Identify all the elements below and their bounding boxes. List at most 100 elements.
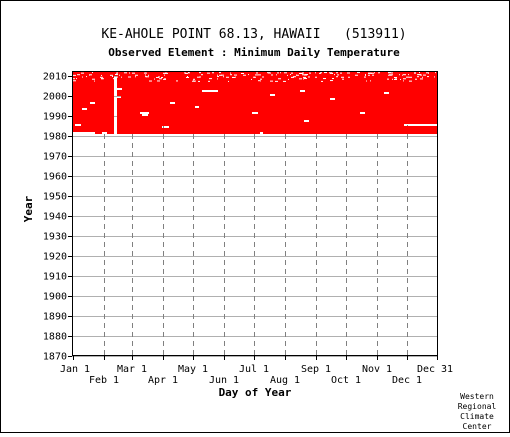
- data-band-1999-0: [73, 96, 114, 98]
- data-band-2004-1: [117, 86, 438, 88]
- missing-day-2008-4: [193, 78, 195, 80]
- missing-day-2011-44: [302, 72, 304, 74]
- data-band-1989-0: [73, 116, 114, 118]
- missing-day-2010-18: [290, 74, 291, 76]
- missing-day-2010-32: [145, 74, 146, 76]
- missing-day-2009-39: [427, 76, 429, 78]
- missing-day-2011-17: [165, 72, 167, 74]
- missing-day-2010-16: [420, 74, 422, 76]
- missing-day-2008-5: [392, 78, 393, 80]
- data-band-1988-0: [73, 118, 114, 120]
- missing-day-2009-15: [291, 76, 294, 78]
- missing-day-2011-51: [184, 72, 186, 74]
- missing-day-2010-46: [73, 74, 76, 76]
- chart-subtitle: Observed Element : Minimum Daily Tempera…: [108, 46, 400, 59]
- missing-day-2011-42: [330, 72, 333, 74]
- missing-day-2008-22: [92, 78, 95, 80]
- missing-day-2010-21: [302, 74, 305, 76]
- data-band-2005-0: [73, 84, 114, 86]
- missing-day-2011-7: [132, 72, 135, 74]
- missing-day-2009-19: [121, 76, 122, 78]
- y-tick-label-2010: 2010: [43, 72, 67, 83]
- missing-day-2008-28: [163, 78, 166, 80]
- missing-day-2008-3: [164, 78, 166, 80]
- data-band-1981-1: [107, 132, 114, 134]
- x-tick-label-dec-31: Dec 31: [417, 364, 453, 375]
- missing-day-2010-3: [234, 74, 237, 76]
- y-tick-label-1900: 1900: [43, 292, 67, 303]
- missing-day-2008-26: [394, 78, 397, 80]
- missing-day-2009-35: [253, 76, 255, 78]
- missing-day-2008-16: [209, 78, 212, 80]
- missing-day-2010-13: [115, 74, 117, 76]
- data-band-1995-1: [117, 104, 438, 106]
- missing-day-2009-33: [364, 76, 366, 78]
- y-tick-label-1940: 1940: [43, 212, 67, 223]
- missing-day-2011-25: [209, 72, 210, 74]
- missing-day-2008-14: [342, 78, 344, 80]
- missing-day-2009-7: [262, 76, 264, 78]
- missing-day-2007-5: [330, 80, 333, 82]
- data-band-2005-1: [117, 84, 438, 86]
- missing-day-2011-56: [241, 72, 244, 74]
- data-band-2000-1: [117, 94, 270, 96]
- missing-day-2008-20: [278, 78, 281, 80]
- credit-line-4: Center: [463, 422, 492, 431]
- missing-day-2007-0: [73, 80, 76, 82]
- data-band-1991-1: [117, 112, 140, 114]
- missing-day-2011-61: [124, 72, 127, 74]
- data-band-1993-2: [117, 108, 438, 110]
- data-band-1998-1: [117, 98, 330, 100]
- missing-day-2010-25: [255, 74, 258, 76]
- missing-day-2010-43: [117, 74, 118, 76]
- missing-day-2008-25: [323, 78, 326, 80]
- data-band-1985-0: [73, 124, 75, 126]
- missing-day-2009-17: [112, 76, 113, 78]
- missing-day-2010-36: [243, 74, 246, 76]
- missing-day-2009-9: [82, 76, 83, 78]
- missing-day-2010-6: [287, 74, 288, 76]
- missing-day-2009-5: [417, 76, 419, 78]
- missing-day-2011-36: [336, 72, 338, 74]
- data-band-2007-0: [73, 80, 114, 82]
- missing-day-2009-23: [156, 76, 159, 78]
- missing-day-2010-9: [408, 74, 409, 76]
- missing-day-2011-13: [277, 72, 279, 74]
- x-tick-label-jul-1: Jul 1: [239, 364, 269, 375]
- missing-day-2011-38: [368, 72, 371, 74]
- data-band-2000-0: [73, 94, 114, 96]
- missing-day-2007-19: [176, 80, 178, 82]
- data-band-2006-0: [73, 82, 114, 84]
- missing-day-2009-26: [135, 76, 136, 78]
- data-band-1982-0: [73, 130, 114, 132]
- missing-day-2011-59: [379, 72, 380, 74]
- data-band-2003-1: [122, 88, 438, 90]
- missing-day-2009-28: [434, 76, 435, 78]
- missing-day-2010-17: [355, 74, 358, 76]
- missing-day-2011-37: [267, 72, 270, 74]
- data-band-1992-1: [117, 110, 438, 112]
- missing-day-2010-45: [305, 74, 306, 76]
- y-tick-label-1870: 1870: [43, 352, 67, 363]
- missing-day-2011-31: [388, 72, 391, 74]
- credit-line-1: Western: [460, 392, 494, 401]
- y-tick-label-1880: 1880: [43, 332, 67, 343]
- missing-day-2007-4: [370, 80, 371, 82]
- data-band-1986-0: [73, 122, 114, 124]
- missing-day-2010-38: [296, 74, 299, 76]
- missing-day-2009-10: [146, 76, 149, 78]
- missing-day-2007-18: [260, 80, 261, 82]
- data-band-1998-2: [335, 98, 438, 100]
- data-band-1998-0: [73, 98, 114, 100]
- missing-day-2007-3: [270, 80, 273, 82]
- missing-day-2007-1: [149, 80, 152, 82]
- missing-day-2010-22: [402, 74, 403, 76]
- data-band-2002-3: [305, 90, 438, 92]
- axes: [68, 71, 438, 360]
- missing-day-2008-0: [387, 78, 389, 80]
- data-band-1981-0: [95, 132, 102, 134]
- missing-day-2011-60: [315, 72, 316, 74]
- missing-day-2011-22: [391, 72, 393, 74]
